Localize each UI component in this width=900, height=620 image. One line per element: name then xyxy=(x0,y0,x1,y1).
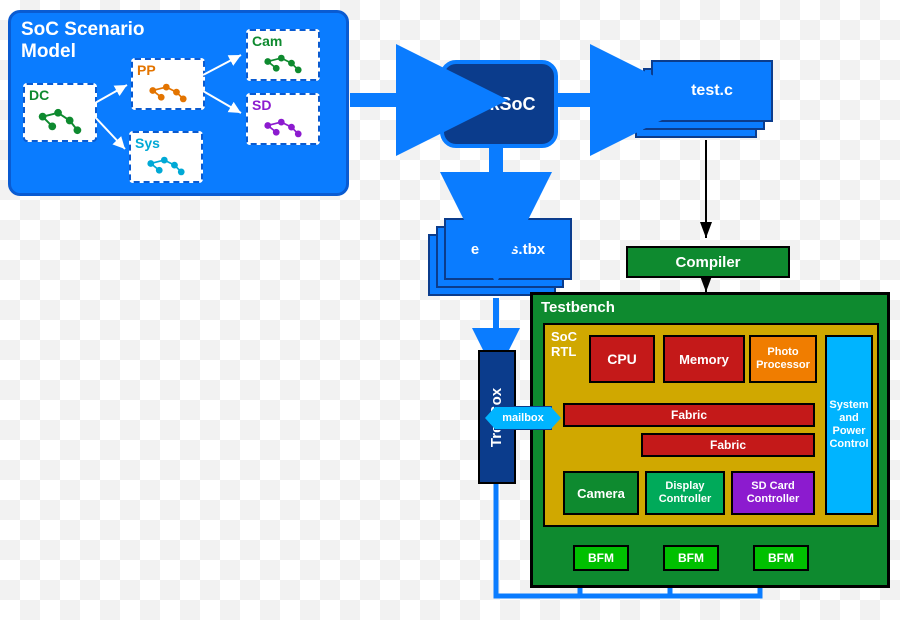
mailbox-label: mailbox xyxy=(502,412,544,424)
block-cpu: CPU xyxy=(589,335,655,383)
compiler-label: Compiler xyxy=(675,254,740,271)
block-fabric-2: Fabric xyxy=(641,433,815,457)
block-fabric-1: Fabric xyxy=(563,403,815,427)
scenario-panel: SoC ScenarioModel DC PP Sys Cam SD xyxy=(8,10,349,196)
testbench-title: Testbench xyxy=(541,299,615,316)
treksoc-label: TrekSoC xyxy=(462,94,535,115)
treksoc-node: TrekSoC xyxy=(440,60,558,148)
bfm-1: BFM xyxy=(573,545,629,571)
events-stack: events.tbx xyxy=(428,218,568,296)
compiler-node: Compiler xyxy=(626,246,790,278)
soc-panel: SoCRTL CPU Memory PhotoProcessor Fabric … xyxy=(543,323,879,527)
block-sdcard: SD CardController xyxy=(731,471,815,515)
mailbox-tag: mailbox xyxy=(494,406,552,430)
block-memory: Memory xyxy=(663,335,745,383)
block-photo: PhotoProcessor xyxy=(749,335,817,383)
bfm-3: BFM xyxy=(753,545,809,571)
testbench-panel: Testbench SoCRTL CPU Memory PhotoProcess… xyxy=(530,292,890,588)
block-camera: Camera xyxy=(563,471,639,515)
scenario-inner-arrows xyxy=(11,13,346,193)
events-label: events.tbx xyxy=(471,241,545,258)
soc-rtl-label: SoCRTL xyxy=(551,329,577,359)
testc-label: test.c xyxy=(691,82,733,100)
block-syspower: SystemandPowerControl xyxy=(825,335,873,515)
block-display: DisplayController xyxy=(645,471,725,515)
testc-stack: test.c xyxy=(635,60,775,138)
bfm-2: BFM xyxy=(663,545,719,571)
